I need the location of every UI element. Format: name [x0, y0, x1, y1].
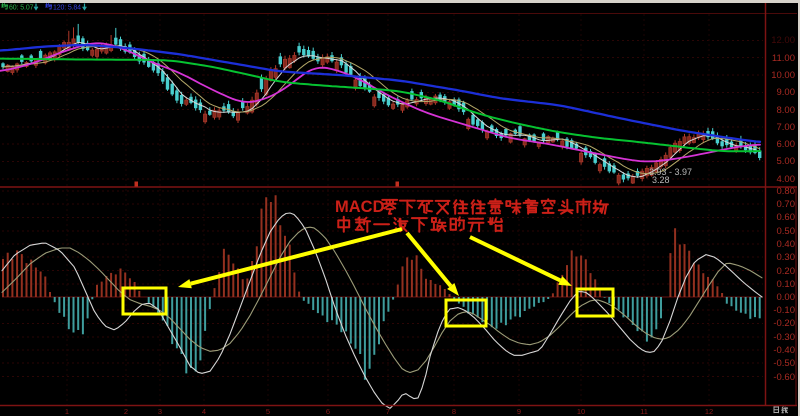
svg-text:-0.30: -0.30	[773, 332, 795, 343]
svg-text:9: 9	[517, 407, 521, 416]
svg-text:11: 11	[640, 407, 648, 416]
svg-text:7: 7	[386, 407, 390, 416]
svg-text:6.00: 6.00	[777, 139, 796, 150]
svg-text:0.20: 0.20	[777, 266, 796, 277]
svg-text:6: 6	[326, 407, 330, 416]
svg-text:0.70: 0.70	[777, 199, 796, 210]
svg-text:0.60: 0.60	[777, 212, 796, 223]
svg-text:120: 5.84: 120: 5.84	[53, 5, 81, 12]
svg-text:MACD: MACD	[335, 198, 385, 216]
svg-text:0.50: 0.50	[777, 226, 796, 237]
svg-text:-0.10: -0.10	[773, 305, 795, 316]
svg-text:11.00: 11.00	[772, 53, 795, 64]
svg-text:5.00: 5.00	[777, 156, 796, 167]
svg-text:0.10: 0.10	[777, 279, 796, 290]
svg-text:2: 2	[124, 407, 128, 416]
svg-text:4: 4	[202, 407, 206, 416]
svg-text:10.00: 10.00	[771, 70, 795, 81]
svg-text:7.00: 7.00	[777, 122, 796, 133]
svg-text:5: 5	[266, 407, 270, 416]
svg-text:3: 3	[158, 407, 162, 416]
svg-text:12.00: 12.00	[771, 35, 795, 46]
svg-text:4.00: 4.00	[777, 174, 796, 185]
svg-text:8: 8	[452, 407, 456, 416]
svg-text:9.00: 9.00	[777, 87, 796, 98]
svg-text:1: 1	[65, 407, 69, 416]
svg-text:0.00: 0.00	[777, 292, 796, 303]
svg-text:3.28: 3.28	[652, 175, 670, 185]
svg-text:0.80: 0.80	[777, 186, 796, 197]
svg-text:60: 5.07: 60: 5.07	[9, 5, 34, 12]
svg-text:0.40: 0.40	[777, 239, 796, 250]
svg-text:0.30: 0.30	[777, 252, 796, 263]
svg-text:-0.50: -0.50	[773, 358, 795, 369]
svg-text:12: 12	[705, 407, 713, 416]
svg-text:10: 10	[577, 407, 585, 416]
svg-text:-0.40: -0.40	[773, 345, 795, 356]
svg-text:-0.60: -0.60	[773, 372, 795, 383]
svg-text:3.93 - 3.97: 3.93 - 3.97	[649, 167, 692, 177]
svg-text:8.00: 8.00	[777, 105, 796, 116]
svg-text:-0.20: -0.20	[773, 318, 795, 329]
